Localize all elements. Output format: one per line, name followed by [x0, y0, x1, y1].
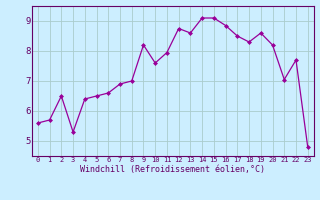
X-axis label: Windchill (Refroidissement éolien,°C): Windchill (Refroidissement éolien,°C): [80, 165, 265, 174]
